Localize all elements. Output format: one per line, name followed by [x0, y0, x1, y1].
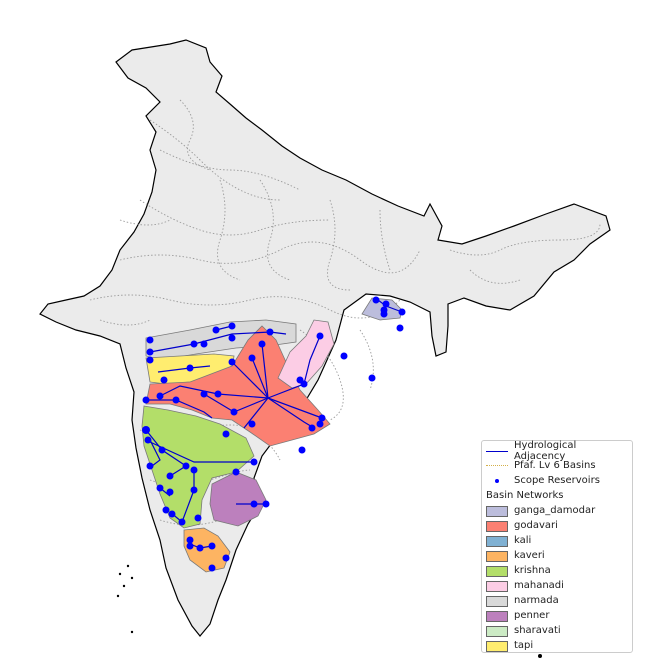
basin-kaveri	[183, 527, 231, 573]
legend-network-narmada: narmada	[486, 593, 628, 608]
legend-item-basins: Pfaf. Lv 6 Basins	[486, 458, 628, 473]
network-color-patch	[486, 625, 508, 637]
legend-label: Hydrological Adjacency	[514, 439, 577, 462]
network-color-patch	[486, 550, 508, 562]
reservoir-point-symbol	[486, 476, 508, 486]
legend-networks-title: Basin Networks	[486, 490, 564, 501]
legend-network-sharavati: sharavati	[486, 623, 628, 638]
legend-network-kali: kali	[486, 533, 628, 548]
legend-label: kali	[514, 535, 532, 546]
scope-reservoirs	[142, 296, 406, 572]
legend-network-penner: penner	[486, 608, 628, 623]
legend-item-reservoirs: Scope Reservoirs	[486, 473, 628, 488]
legend-label: tapi	[514, 640, 534, 651]
network-color-patch	[486, 640, 508, 652]
legend-label: mahanadi	[514, 580, 564, 591]
legend-label: narmada	[514, 595, 559, 606]
network-color-patch	[486, 535, 508, 547]
legend-label: penner	[514, 610, 550, 621]
basin-godavari	[145, 325, 331, 447]
legend-label: sharavati	[514, 625, 561, 636]
legend-label: ganga_damodar	[514, 505, 596, 516]
legend-network-kaveri: kaveri	[486, 548, 628, 563]
legend-label: kaveri	[514, 550, 545, 561]
legend-network-godavari: godavari	[486, 518, 628, 533]
legend-network-ganga-damodar: ganga_damodar	[486, 503, 628, 518]
legend-network-mahanadi: mahanadi	[486, 578, 628, 593]
sri-lanka-tip	[538, 654, 542, 658]
network-color-patch	[486, 565, 508, 577]
andaman-islands	[116, 564, 134, 634]
network-color-patch	[486, 520, 508, 532]
legend-item-adjacency: Hydrological Adjacency	[486, 440, 628, 462]
network-color-patch	[486, 505, 508, 517]
legend-network-krishna: krishna	[486, 563, 628, 578]
legend-label: krishna	[514, 565, 551, 576]
legend-network-tapi: tapi	[486, 638, 628, 653]
pfaf-basin-boundaries	[89, 99, 601, 526]
network-color-patch	[486, 595, 508, 607]
legend-label: Scope Reservoirs	[514, 475, 600, 486]
map-legend: Hydrological Adjacency Pfaf. Lv 6 Basins…	[481, 440, 633, 653]
legend-label: Pfaf. Lv 6 Basins	[514, 460, 596, 471]
basin-line-symbol	[486, 461, 508, 471]
legend-label: godavari	[514, 520, 558, 531]
network-color-patch	[486, 580, 508, 592]
adjacency-line-symbol	[486, 446, 508, 456]
basin-penner	[209, 471, 267, 527]
network-color-patch	[486, 610, 508, 622]
